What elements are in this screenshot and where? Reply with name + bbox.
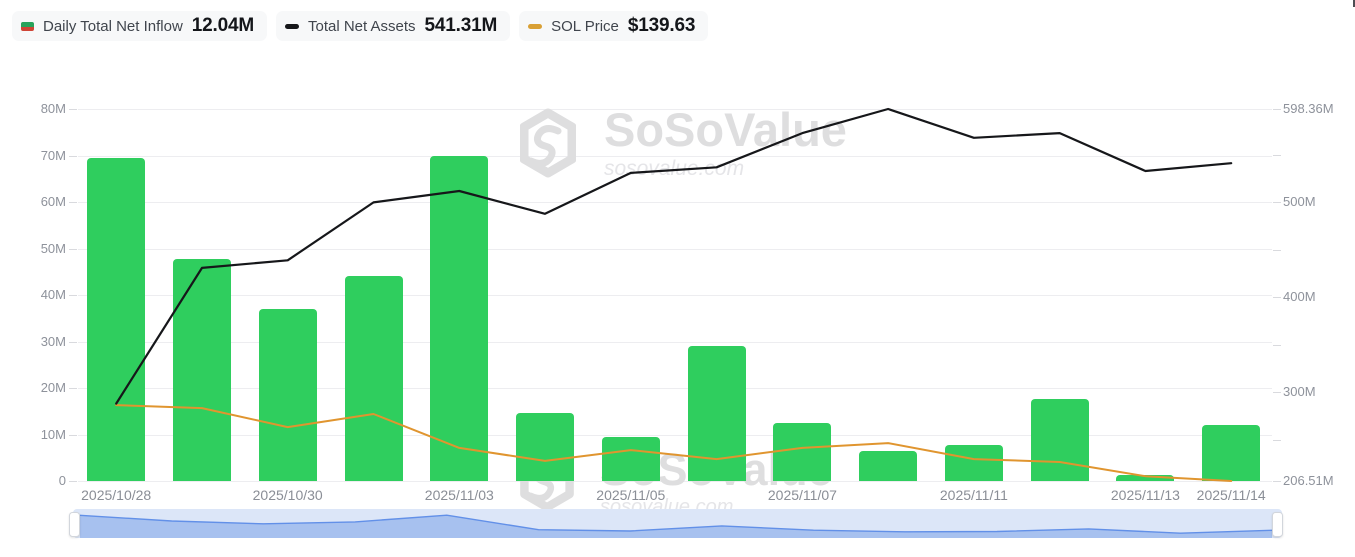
inflow-bar[interactable] bbox=[1202, 425, 1261, 481]
x-axis-date-label: 2025/11/05 bbox=[596, 487, 666, 503]
watermark-domain: sosovalue.com bbox=[604, 157, 745, 180]
left-axis-label: 20M bbox=[40, 380, 66, 395]
inflow-bar[interactable] bbox=[601, 436, 660, 481]
inflow-bar[interactable] bbox=[258, 308, 317, 481]
h-gridline bbox=[78, 248, 1272, 250]
sosovalue-cube-icon bbox=[520, 108, 576, 178]
left-axis-tick bbox=[69, 341, 77, 343]
left-axis-tick bbox=[69, 388, 77, 389]
legend-label: SOL Price bbox=[551, 17, 619, 35]
right-axis-minor-tick bbox=[1273, 249, 1281, 251]
inflow-bar[interactable] bbox=[87, 158, 146, 481]
watermark-top: SoSoValue sosovalue.com bbox=[520, 106, 847, 179]
legend-item-daily-net-inflow[interactable]: Daily Total Net Inflow 12.04M bbox=[12, 11, 267, 41]
navigator-right-handle[interactable] bbox=[1272, 512, 1283, 537]
x-axis-date-label: 2025/11/14 bbox=[1196, 487, 1266, 503]
inflow-marker-green bbox=[21, 21, 34, 27]
right-axis-tick bbox=[1273, 109, 1281, 110]
right-axis-label: 300M bbox=[1283, 384, 1316, 400]
h-gridline bbox=[78, 341, 1272, 343]
h-gridline bbox=[78, 109, 1272, 110]
inflow-bar[interactable] bbox=[773, 422, 832, 481]
left-axis-label: 70M bbox=[40, 147, 66, 163]
x-axis-date-label: 2025/11/07 bbox=[767, 487, 837, 503]
inflow-bar[interactable] bbox=[516, 413, 574, 481]
right-axis-label: 598.36M bbox=[1283, 101, 1334, 116]
inflow-bar[interactable] bbox=[344, 275, 403, 481]
x-axis-date-label: 2025/10/28 bbox=[81, 487, 152, 503]
inflow-split-marker-icon bbox=[21, 21, 34, 31]
left-axis-label: 10M bbox=[40, 426, 66, 442]
x-axis-date-label: 2025/11/13 bbox=[1110, 487, 1180, 503]
right-axis-label: 206.51M bbox=[1283, 473, 1334, 488]
right-axis-tick bbox=[1273, 202, 1281, 204]
left-axis-label: 60M bbox=[40, 194, 66, 209]
h-gridline bbox=[78, 202, 1272, 203]
right-axis-label: 500M bbox=[1283, 194, 1316, 210]
legend-label: Daily Total Net Inflow bbox=[43, 17, 183, 35]
left-axis-label: 0 bbox=[58, 473, 66, 488]
right-axis-tick bbox=[1273, 392, 1281, 394]
right-axis-tick bbox=[1273, 297, 1281, 299]
h-gridline bbox=[78, 388, 1272, 389]
navigator-track[interactable] bbox=[73, 509, 1282, 538]
right-axis-minor-tick bbox=[1273, 439, 1281, 441]
watermark-brand: SoSoValue bbox=[604, 103, 847, 156]
inflow-bar[interactable] bbox=[944, 445, 1003, 481]
right-axis-label: 400M bbox=[1283, 289, 1316, 305]
left-axis-tick bbox=[69, 248, 77, 250]
assets-dash-marker-icon bbox=[284, 23, 299, 29]
inflow-bar[interactable] bbox=[430, 155, 489, 481]
sol-price-line[interactable] bbox=[115, 404, 1233, 482]
navigator-line bbox=[79, 514, 1273, 534]
scrollbar-sliver[interactable] bbox=[1353, 0, 1355, 7]
inflow-marker-red bbox=[21, 26, 34, 31]
right-axis-tick bbox=[1273, 481, 1281, 482]
left-axis-label: 40M bbox=[40, 287, 66, 302]
left-axis-tick bbox=[69, 109, 77, 110]
x-axis-date-label: 2025/10/30 bbox=[252, 487, 323, 503]
legend-item-sol-price[interactable]: SOL Price $139.63 bbox=[519, 11, 709, 41]
legend-item-total-net-assets[interactable]: Total Net Assets 541.31M bbox=[275, 11, 511, 41]
left-axis-tick bbox=[69, 295, 77, 296]
legend-value: 541.31M bbox=[424, 15, 498, 36]
left-axis-label: 80M bbox=[40, 101, 66, 116]
right-axis-minor-tick bbox=[1273, 344, 1281, 346]
legend-value: 12.04M bbox=[191, 15, 254, 36]
left-axis-tick bbox=[69, 202, 77, 203]
navigator-left-handle[interactable] bbox=[69, 512, 80, 537]
inflow-bar[interactable] bbox=[173, 258, 231, 481]
left-axis-tick bbox=[69, 434, 77, 436]
h-gridline bbox=[78, 295, 1272, 296]
legend-value: $139.63 bbox=[627, 15, 696, 36]
legend-label: Total Net Assets bbox=[307, 17, 416, 35]
navigator-minichart bbox=[79, 514, 1273, 538]
right-axis-minor-tick bbox=[1273, 154, 1281, 156]
x-axis-date-label: 2025/11/03 bbox=[424, 487, 494, 503]
h-gridline bbox=[78, 481, 1272, 482]
total-net-assets-line[interactable] bbox=[115, 107, 1233, 405]
navigator-area-fill bbox=[80, 515, 1272, 538]
inflow-bar[interactable] bbox=[687, 346, 746, 481]
left-axis-label: 30M bbox=[40, 333, 66, 349]
h-gridline bbox=[78, 155, 1272, 157]
legend: Daily Total Net Inflow 12.04M Total Net … bbox=[12, 11, 709, 41]
inflow-bar[interactable] bbox=[859, 450, 918, 481]
left-axis-tick bbox=[69, 155, 77, 157]
left-axis-tick bbox=[69, 481, 77, 482]
left-axis-label: 50M bbox=[40, 240, 66, 256]
sol-dash-marker-icon bbox=[528, 23, 543, 29]
h-gridline bbox=[78, 434, 1272, 436]
inflow-bar[interactable] bbox=[1030, 398, 1089, 481]
x-axis-date-label: 2025/11/11 bbox=[939, 487, 1008, 503]
inflow-bar[interactable] bbox=[1116, 475, 1175, 481]
